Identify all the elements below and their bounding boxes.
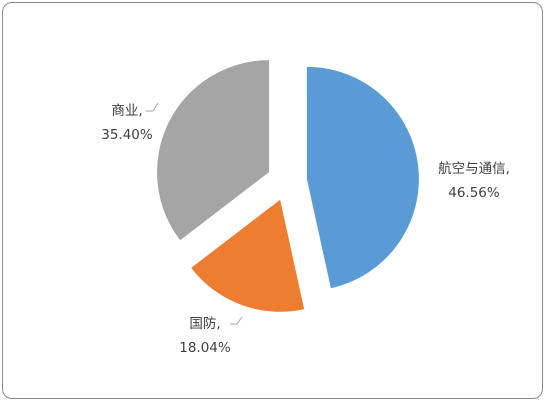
pie-labels: 航空与通信, 46.56% 国防, 18.04% 商业, 35.40% xyxy=(101,103,510,356)
pie-slice-2 xyxy=(157,60,270,241)
pie-slices xyxy=(157,60,419,312)
slice-label-0-name: 航空与通信, xyxy=(438,161,510,177)
leader-line-1 xyxy=(230,316,243,325)
slice-label-2-value: 35.40% xyxy=(101,127,153,143)
pie-slice-0 xyxy=(306,66,419,289)
slice-label-0-value: 46.56% xyxy=(448,185,500,201)
leader-lines xyxy=(146,102,243,325)
slice-label-1-name: 国防, xyxy=(189,316,220,332)
pie-slice-1 xyxy=(191,199,305,312)
chart-frame xyxy=(2,2,543,399)
slice-label-2-name: 商业, xyxy=(111,103,142,119)
leader-line-2 xyxy=(146,102,159,112)
slice-label-1-value: 18.04% xyxy=(179,340,231,356)
